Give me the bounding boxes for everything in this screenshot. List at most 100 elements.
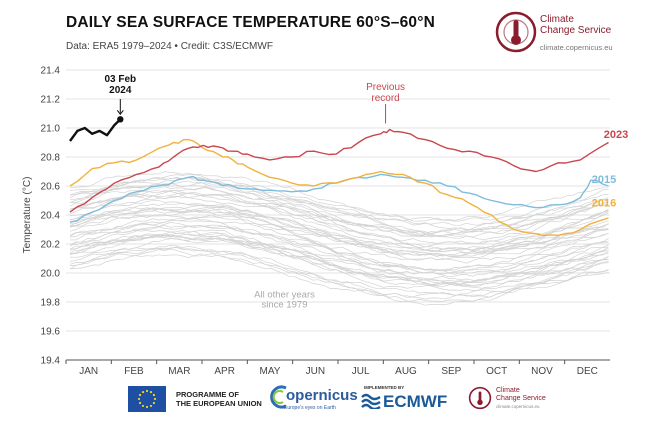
ecmwf-name: ECMWF xyxy=(383,392,448,411)
eu-line2: THE EUROPEAN UNION xyxy=(176,399,262,408)
x-tick-label: FEB xyxy=(124,366,144,377)
eu-star xyxy=(141,390,145,394)
other-year-line xyxy=(69,190,609,244)
eu-line1: PROGRAMME OF xyxy=(176,390,239,399)
copernicus-tagline: Europe's eyes on Earth xyxy=(284,405,336,411)
y-tick-label: 19.6 xyxy=(41,327,61,338)
c3s-footer-line2: Change Service xyxy=(496,395,546,402)
other-year-line xyxy=(69,192,609,251)
eu-star xyxy=(152,393,156,397)
y-tick-label: 20.8 xyxy=(41,153,61,164)
x-tick-label: MAY xyxy=(260,366,281,377)
other-year-line xyxy=(69,205,609,252)
series-line-2024 xyxy=(69,118,122,142)
x-tick-label: NOV xyxy=(531,366,553,377)
other-year-line xyxy=(69,180,609,235)
eu-star xyxy=(145,405,149,409)
highlight-series xyxy=(69,116,609,237)
eu-star xyxy=(138,401,142,405)
annotation-previous-record: Previous record xyxy=(366,82,405,104)
y-tick-label: 21.2 xyxy=(41,95,61,106)
series-label-2016: 2016 xyxy=(592,197,616,209)
series-line-2015 xyxy=(69,173,609,223)
other-year-line xyxy=(69,229,609,282)
y-tick-label: 20.4 xyxy=(41,211,61,222)
x-tick-label: JUN xyxy=(306,366,325,377)
eu-star xyxy=(149,390,153,394)
copernicus-logo-icon xyxy=(270,385,287,409)
other-year-line xyxy=(69,217,609,272)
eu-star xyxy=(149,404,153,408)
other-year-line xyxy=(69,233,609,289)
y-tick-label: 21.4 xyxy=(41,66,61,77)
x-tick-label: JUL xyxy=(352,366,370,377)
other-years-lines: All other years since 1979 xyxy=(69,171,609,311)
footer-logos: PROGRAMME OF THE EUROPEAN UNION opernicu… xyxy=(0,378,660,428)
other-year-line xyxy=(69,222,609,272)
other-year-line xyxy=(69,200,609,252)
x-tick-label: SEP xyxy=(441,366,461,377)
c3s-url: climate.copernicus.eu xyxy=(540,43,613,52)
y-axis-ticks: 21.4 21.2 21.0 20.8 20.6 20.4 20.2 20.0 19.8 19.6… xyxy=(41,66,61,367)
c3s-footer-line1: Climate xyxy=(496,387,520,394)
eu-flag-icon xyxy=(128,386,166,412)
eu-star xyxy=(137,397,141,401)
eu-star xyxy=(153,397,157,401)
c3s-logo-icon xyxy=(495,11,537,53)
other-year-line xyxy=(69,237,609,289)
x-tick-label: DEC xyxy=(577,366,598,377)
chart-subtitle: Data: ERA5 1979–2024 • Credit: C3S/ECMWF xyxy=(66,41,273,52)
x-tick-label: APR xyxy=(214,366,235,377)
y-tick-label: 20.0 xyxy=(41,269,61,280)
other-year-line xyxy=(70,253,609,302)
annotation-2024-arrowhead xyxy=(116,110,124,116)
annotation-2024-date: 03 Feb 2024 xyxy=(104,74,136,96)
other-year-line xyxy=(69,171,609,222)
other-year-line xyxy=(69,207,609,261)
y-tick-label: 19.4 xyxy=(41,356,61,367)
y-tick-label: 19.8 xyxy=(41,298,61,309)
c3s-footer-name: Climate Change Service xyxy=(496,387,546,403)
x-tick-label: AUG xyxy=(395,366,417,377)
series-labels: 2015 2016 2023 03 Feb 2024 Previous record xyxy=(104,74,628,209)
series-line-2016 xyxy=(69,138,609,237)
other-year-line xyxy=(69,186,609,237)
chart-title: DAILY SEA SURFACE TEMPERATURE 60°S–60°N xyxy=(66,14,436,31)
other-year-line xyxy=(69,248,609,306)
other-year-line xyxy=(69,177,609,226)
eu-star xyxy=(141,404,145,408)
other-year-line xyxy=(69,176,609,222)
other-year-line xyxy=(69,224,609,275)
grid-lines xyxy=(66,69,610,361)
x-tick-label: JAN xyxy=(79,366,98,377)
other-year-line xyxy=(69,176,609,231)
x-tick-label: OCT xyxy=(486,366,507,377)
other-year-line xyxy=(69,245,609,299)
x-axis-ticks: JAN FEB MAR APR MAY JUN JUL AUG SEP OCT NOV DEC xyxy=(65,360,598,377)
eu-star xyxy=(138,393,142,397)
c3s-brand-line2: Change Service xyxy=(540,25,612,36)
other-years-label: All other years since 1979 xyxy=(254,290,315,311)
other-year-line xyxy=(69,230,609,283)
c3s-footer-url: climate.copernicus.eu xyxy=(496,404,540,409)
y-tick-label: 20.6 xyxy=(41,182,61,193)
y-tick-label: 20.2 xyxy=(41,240,61,251)
other-year-line xyxy=(69,214,609,264)
eu-star xyxy=(152,401,156,405)
x-tick-label: MAR xyxy=(168,366,190,377)
other-year-line xyxy=(69,174,609,234)
eu-star xyxy=(145,389,149,393)
c3s-footer-logo-icon xyxy=(468,386,492,410)
series-label-2023: 2023 xyxy=(604,129,628,141)
series-line-2023 xyxy=(69,128,609,213)
c3s-brand-name: Climate Change Service xyxy=(540,14,611,36)
copernicus-name: opernicus xyxy=(286,387,358,404)
ecmwf-implemented-label: IMPLEMENTED BY xyxy=(364,385,405,390)
y-tick-label: 21.0 xyxy=(41,124,61,135)
series-2024-endpoint xyxy=(117,116,124,123)
other-year-line xyxy=(69,235,609,283)
ecmwf-wave-icon xyxy=(361,393,381,409)
y-axis-label: Temperature (°C) xyxy=(22,177,33,254)
other-year-line xyxy=(69,186,609,238)
other-year-line xyxy=(69,207,609,258)
